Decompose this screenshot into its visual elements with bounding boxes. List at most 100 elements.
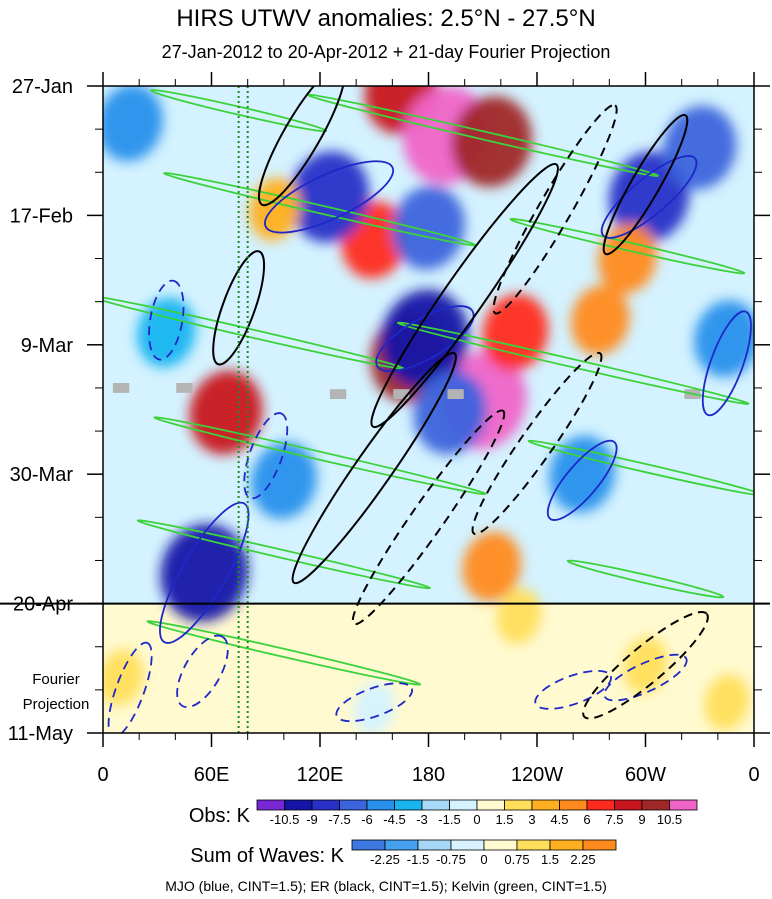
y-tick-label: 30-Mar <box>10 464 74 486</box>
mjo-contour <box>107 641 153 733</box>
mjo-contour <box>176 634 229 709</box>
x-tick-label: 0 <box>748 764 759 786</box>
mjo-contour <box>603 653 688 702</box>
forecast-label-line1: Fourier <box>32 671 80 688</box>
colorbar-swatch <box>483 839 518 851</box>
anomaly-blob <box>704 674 750 731</box>
anomaly-shading <box>103 86 754 733</box>
er-contour <box>212 250 266 366</box>
colorbar-level-label: 3 <box>528 812 535 827</box>
colorbar-swatch <box>384 839 419 851</box>
colorbar-level-label: -9 <box>306 812 318 827</box>
colorbar-level-label: -3 <box>416 812 428 827</box>
missing-data-patch <box>447 389 464 400</box>
mjo-contour <box>148 279 185 361</box>
colorbar-level-label: -4.5 <box>383 812 405 827</box>
colorbar-level-label: -10.5 <box>270 812 300 827</box>
x-axis: 0 60E 120E 180 120W 60W 0 <box>97 72 760 786</box>
colorbar-swatch <box>450 839 485 851</box>
colorbar-swatch <box>586 799 615 811</box>
anomaly-blob <box>381 289 469 388</box>
waves-colorbar: -2.25 -1.5 -0.75 0 0.75 1.5 2.25 <box>351 839 617 867</box>
colorbar-swatch <box>582 839 617 851</box>
kelvin-contour <box>396 321 750 405</box>
colorbar-swatch <box>284 799 313 811</box>
colorbar-swatch <box>549 839 584 851</box>
er-contour <box>602 113 689 256</box>
colorbar-level-label: 2.25 <box>570 852 595 867</box>
kelvin-contour <box>527 439 754 497</box>
y-tick-label: 11-May <box>8 723 73 745</box>
anomaly-blob <box>249 177 301 241</box>
waves-colorbar-label: Sum of Waves: K <box>190 845 344 867</box>
er-contour <box>471 351 603 535</box>
chart-subtitle: 27-Jan-2012 to 20-Apr-2012 + 21-day Four… <box>162 42 611 62</box>
anomaly-blob <box>103 86 164 162</box>
colorbar-level-label: 0 <box>480 852 487 867</box>
colorbar-swatch <box>516 839 551 851</box>
contour-legend: MJO (blue, CINT=1.5); ER (black, CINT=1.… <box>165 878 607 894</box>
colorbar-level-label: 0.75 <box>504 852 529 867</box>
anomaly-blob <box>103 649 144 706</box>
colorbar-swatch <box>449 799 478 811</box>
colorbar-swatch <box>476 799 505 811</box>
mjo-contours <box>107 155 752 733</box>
colorbar-level-label: 10.5 <box>657 812 682 827</box>
mjo-contour <box>335 682 414 723</box>
x-tick-label: 120W <box>511 764 563 786</box>
colorbar-level-label: 1.5 <box>541 852 559 867</box>
y-tick-label: 20-Apr <box>13 594 73 616</box>
er-contour <box>351 409 506 626</box>
missing-data-patch <box>329 389 347 400</box>
anomaly-blob <box>598 223 657 294</box>
colorbar-swatch <box>256 799 285 811</box>
colorbar-swatch <box>559 799 588 811</box>
y-tick-label: 17-Feb <box>10 205 73 227</box>
x-tick-label: 0 <box>97 764 108 786</box>
colorbar-swatch <box>311 799 340 811</box>
colorbar-level-label: 9 <box>638 812 645 827</box>
colorbar-swatch <box>339 799 368 811</box>
mjo-contour <box>243 412 289 500</box>
chart-title: HIRS UTWV anomalies: 2.5°N - 27.5°N <box>176 5 595 32</box>
anomaly-blob <box>693 300 754 378</box>
obs-colorbar-label: Obs: K <box>189 805 251 827</box>
colorbar-level-label: -0.75 <box>436 852 466 867</box>
anomaly-blob <box>191 651 232 704</box>
colorbar-level-label: 7.5 <box>605 812 623 827</box>
missing-data-patch <box>112 383 130 393</box>
x-tick-label: 60E <box>194 764 230 786</box>
anomaly-blob <box>413 370 487 455</box>
kelvin-contour <box>146 620 422 686</box>
er-contour <box>291 351 457 585</box>
colorbar-swatch <box>641 799 670 811</box>
colorbar-level-label: 6 <box>583 812 590 827</box>
anomaly-blob <box>663 105 737 190</box>
colorbar-level-label: -1.5 <box>438 812 460 827</box>
colorbar-swatch <box>504 799 533 811</box>
er-contours <box>212 86 709 720</box>
colorbar-level-label: -6 <box>361 812 373 827</box>
colorbar-swatch <box>614 799 643 811</box>
colorbar-swatch <box>669 799 698 811</box>
colorbar-swatch <box>531 799 560 811</box>
anomaly-blob <box>160 523 249 622</box>
er-contour <box>492 104 618 315</box>
forecast-label-line2: Projection <box>23 696 90 713</box>
kelvin-contour <box>509 218 746 275</box>
anomaly-blob <box>608 151 690 243</box>
colorbar-swatch <box>351 839 386 851</box>
er-contour <box>582 610 709 720</box>
er-contour <box>370 162 559 429</box>
anomaly-blob <box>353 682 395 733</box>
missing-data-patch <box>393 389 410 400</box>
kelvin-contour <box>153 416 487 496</box>
x-tick-label: 180 <box>412 764 445 786</box>
colorbar-level-label: -1.5 <box>407 852 429 867</box>
colorbar-level-label: 4.5 <box>550 812 568 827</box>
mjo-contour <box>701 310 752 417</box>
y-tick-label: 27-Jan <box>12 76 73 98</box>
colorbar-level-label: -7.5 <box>328 812 350 827</box>
colorbar-swatch <box>394 799 423 811</box>
